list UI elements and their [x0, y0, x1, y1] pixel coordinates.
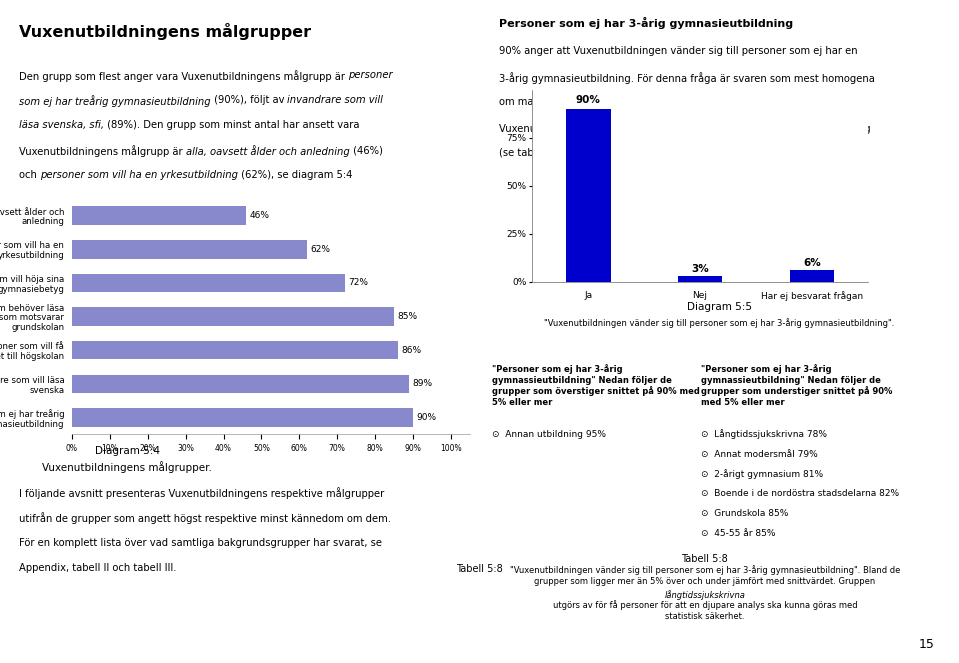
Text: 90% anger att Vuxenutbildningen vänder sig till personer som ej har en: 90% anger att Vuxenutbildningen vänder s… [499, 46, 857, 56]
Text: ⊙  Annat modersmål 79%: ⊙ Annat modersmål 79% [701, 450, 818, 459]
Text: Vuxenutbildningens målgrupper: Vuxenutbildningens målgrupper [19, 23, 312, 40]
Text: om man ser till de olika kategorier som mest och minst tycker att: om man ser till de olika kategorier som … [499, 97, 826, 107]
Text: Tabell 5:8: Tabell 5:8 [456, 564, 503, 573]
Text: läsa svenska, sfi,: läsa svenska, sfi, [19, 120, 105, 130]
Bar [72, 341, 398, 359]
Text: Vuxenutbildningens målgrupp är: Vuxenutbildningens målgrupp är [19, 145, 186, 157]
Text: Den grupp som flest anger vara Vuxenutbildningens målgrupp är: Den grupp som flest anger vara Vuxenutbi… [19, 70, 348, 82]
Text: Tabell 5:8: Tabell 5:8 [682, 554, 728, 564]
Text: För en komplett lista över vad samtliga bakgrundsgrupper har svarat, se: För en komplett lista över vad samtliga … [19, 538, 383, 548]
Bar [72, 240, 307, 259]
Bar [678, 276, 722, 282]
Text: Appendix, tabell II och tabell III.: Appendix, tabell II och tabell III. [19, 563, 176, 573]
Text: 3%: 3% [691, 264, 709, 274]
Text: 90%: 90% [416, 413, 436, 422]
Text: 86%: 86% [401, 345, 421, 355]
Bar [566, 109, 611, 282]
Text: (90%), följt av: (90%), följt av [211, 95, 288, 105]
Text: I följande avsnitt presenteras Vuxenutbildningens respektive målgrupper: I följande avsnitt presenteras Vuxenutbi… [19, 487, 385, 499]
Text: "Personer som ej har 3-årig
gymnassieutbildning" Nedan följer de
grupper som und: "Personer som ej har 3-årig gymnassieutb… [701, 364, 892, 407]
Text: ⊙  Annan utbildning 95%: ⊙ Annan utbildning 95% [492, 430, 606, 439]
Text: (89%). Den grupp som minst antal har ansett vara: (89%). Den grupp som minst antal har ans… [105, 120, 360, 130]
Text: utgörs av för få personer för att en djupare analys ska kunna göras med
statisti: utgörs av för få personer för att en dju… [552, 600, 857, 621]
Text: alla, oavsett ålder och anledning: alla, oavsett ålder och anledning [186, 145, 350, 157]
Text: utifrån de grupper som angett högst respektive minst kännedom om dem.: utifrån de grupper som angett högst resp… [19, 512, 391, 524]
Text: "Vuxenutbildningen vänder sig till personer som ej har 3-årig gymnasieutbildning: "Vuxenutbildningen vänder sig till perso… [509, 565, 901, 586]
Text: (62%), se diagram 5:4: (62%), se diagram 5:4 [238, 170, 353, 180]
Text: långtidssjukskrivna: långtidssjukskrivna [665, 590, 745, 600]
Text: Vuxenutbildningens målgrupper.: Vuxenutbildningens målgrupper. [42, 461, 212, 473]
Text: 62%: 62% [310, 245, 330, 254]
Text: 15: 15 [919, 638, 935, 651]
Text: ⊙  45-55 år 85%: ⊙ 45-55 år 85% [701, 529, 776, 538]
Text: "Vuxenutbildningen vänder sig till personer som ej har 3-årig gymnasieutbildning: "Vuxenutbildningen vänder sig till perso… [544, 318, 895, 328]
Text: ⊙  Boende i de nordöstra stadsdelarna 82%: ⊙ Boende i de nordöstra stadsdelarna 82% [701, 489, 899, 499]
Text: "Personer som ej har 3-årig
gymnassieutbildning" Nedan följer de
grupper som öve: "Personer som ej har 3-årig gymnassieutb… [492, 364, 700, 407]
Text: Vuxenutbildningen vänder sig till de som ej har 3-årig gymnasieutbildning: Vuxenutbildningen vänder sig till de som… [499, 122, 871, 134]
Text: 90%: 90% [575, 95, 600, 105]
Text: Diagram 5:4: Diagram 5:4 [95, 446, 159, 455]
Bar [72, 375, 409, 393]
Text: Diagram 5:5: Diagram 5:5 [687, 302, 752, 312]
Text: 3-årig gymnasieutbildning. För denna fråga är svaren som mest homogena: 3-årig gymnasieutbildning. För denna frå… [499, 72, 875, 84]
Text: ⊙  Långtidssjukskrivna 78%: ⊙ Långtidssjukskrivna 78% [701, 430, 827, 439]
Bar [72, 308, 394, 326]
Text: (se tabell 5:8).: (se tabell 5:8). [499, 147, 572, 157]
Bar [72, 206, 246, 225]
Text: 85%: 85% [397, 312, 417, 321]
Text: personer som vill ha en yrkesutbildning: personer som vill ha en yrkesutbildning [40, 170, 238, 180]
Text: 46%: 46% [249, 211, 269, 220]
Text: 89%: 89% [412, 379, 433, 389]
Text: 72%: 72% [348, 278, 368, 288]
Text: personer: personer [348, 70, 393, 80]
Bar [789, 271, 834, 282]
Bar [72, 408, 413, 427]
Text: (46%): (46%) [350, 145, 383, 155]
Text: Personer som ej har 3-årig gymnasieutbildning: Personer som ej har 3-årig gymnasieutbil… [499, 17, 793, 29]
Text: 6%: 6% [803, 259, 821, 269]
Text: ⊙  2-årigt gymnasium 81%: ⊙ 2-årigt gymnasium 81% [701, 469, 823, 479]
Text: ⊙  Grundskola 85%: ⊙ Grundskola 85% [701, 509, 788, 518]
Text: som ej har treårig gymnasieutbildning: som ej har treårig gymnasieutbildning [19, 95, 211, 107]
Text: och: och [19, 170, 40, 180]
Text: invandrare som vill: invandrare som vill [288, 95, 384, 105]
Bar [72, 274, 345, 292]
